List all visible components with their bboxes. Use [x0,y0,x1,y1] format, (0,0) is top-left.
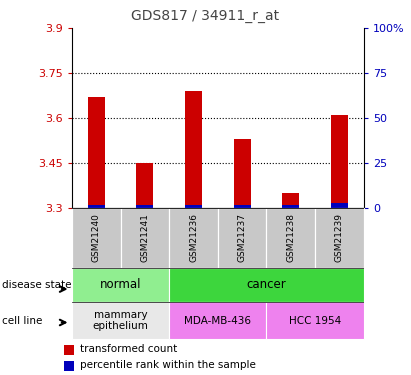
Text: MDA-MB-436: MDA-MB-436 [184,316,252,326]
Bar [315,208,364,268]
Bar [169,208,218,268]
Bar [185,204,202,208]
Bar [64,361,74,371]
Text: normal: normal [100,279,141,291]
Text: disease state: disease state [2,280,72,290]
Text: GSM21240: GSM21240 [92,213,101,262]
Bar [331,203,348,208]
Bar [233,139,251,208]
Bar [64,345,74,355]
Text: GSM21236: GSM21236 [189,213,198,262]
Text: cell line: cell line [2,316,42,326]
Bar [185,91,202,208]
Bar [72,208,120,268]
Text: mammary
epithelium: mammary epithelium [92,310,148,332]
Bar [266,208,315,268]
Bar [331,115,348,208]
Bar [169,302,266,339]
Text: transformed count: transformed count [80,344,178,354]
Text: GSM21238: GSM21238 [286,213,295,262]
Text: HCC 1954: HCC 1954 [289,316,341,326]
Bar [233,204,251,208]
Text: GSM21239: GSM21239 [335,213,344,262]
Bar [169,268,364,302]
Bar [218,208,266,268]
Text: GSM21237: GSM21237 [238,213,247,262]
Bar [72,302,169,339]
Bar [136,163,153,208]
Text: GDS817 / 34911_r_at: GDS817 / 34911_r_at [132,9,279,23]
Bar [282,193,299,208]
Bar [120,208,169,268]
Text: percentile rank within the sample: percentile rank within the sample [80,360,256,370]
Text: cancer: cancer [247,279,286,291]
Bar [266,302,364,339]
Bar [282,204,299,208]
Bar [88,204,105,208]
Bar [88,97,105,208]
Text: GSM21241: GSM21241 [141,213,149,262]
Bar [136,204,153,208]
Bar [72,268,169,302]
